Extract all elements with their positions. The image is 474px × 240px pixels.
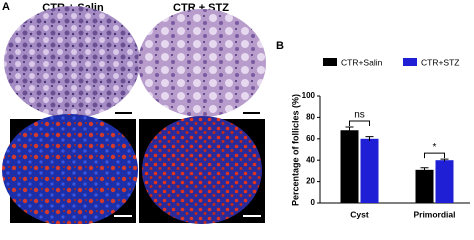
y-tick-label: 40 [306,155,315,164]
bar [435,160,454,203]
y-tick-label: 80 [306,113,315,122]
significance-label: * [433,142,437,153]
legend-label: CTR+STZ [421,57,460,67]
figure: A CTR + Salin CTR + STZ B Percentage of … [2,1,470,224]
y-tick-label: 0 [311,198,316,207]
error-bar [440,158,449,162]
bar [360,138,379,203]
error-bar [365,136,374,141]
panel-label: A [2,1,10,13]
y-tick-label: 20 [306,177,315,186]
legend-swatch [403,58,417,66]
x-tick-label: Primordial [413,209,455,219]
significance-label: ns [354,110,365,121]
bar [415,169,434,203]
micrograph [138,9,266,117]
y-axis-label: Percentage of follicles (%) [290,94,300,206]
micrograph [4,6,140,118]
significance-bracket [424,152,445,159]
micrograph [142,116,262,224]
legend-swatch [323,58,337,66]
micrograph [2,114,138,224]
significance-bracket [349,120,370,127]
x-tick-label: Cyst [350,209,369,219]
panel-label: B [276,40,284,52]
error-bar [420,167,429,172]
error-bar [345,126,354,134]
y-tick-label: 100 [302,91,316,100]
legend-label: CTR+Salin [341,57,383,67]
y-tick-label: 60 [306,134,315,143]
bar [340,130,359,203]
